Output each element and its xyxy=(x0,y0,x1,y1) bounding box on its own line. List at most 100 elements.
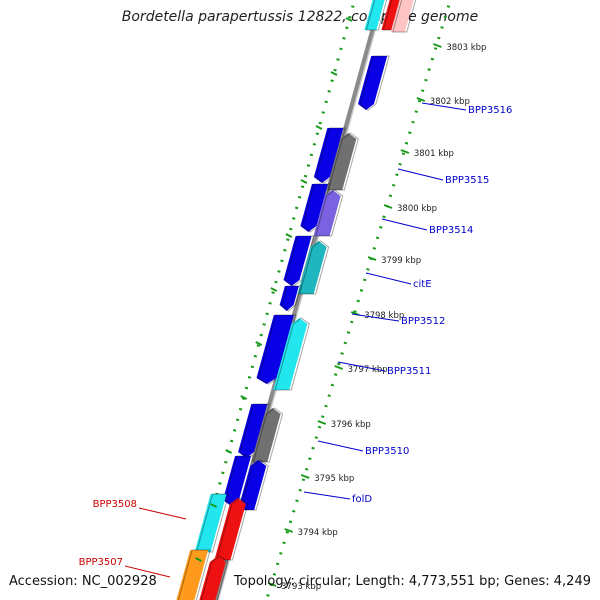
gene-labels-left: BPP3508 BPP3507 xyxy=(79,499,187,578)
gene-bpp3510-edge xyxy=(252,407,284,463)
gene-fold-a-body xyxy=(222,456,252,506)
gene-bpp3515-body xyxy=(326,133,357,190)
accession-label: Accession: NC_002928 xyxy=(9,574,157,589)
gene-top-cyan-edge xyxy=(365,0,388,31)
gene-label-bpp3514: BPP3514 xyxy=(429,225,473,236)
gene-cite-a-edge xyxy=(284,235,315,287)
outer-tick-506 xyxy=(210,503,218,508)
gene-label-bpp3507: BPP3507 xyxy=(79,557,123,568)
kbp-tick-label-3: 3800 kbp xyxy=(397,204,437,214)
gene-bpp3515a-body xyxy=(313,128,344,183)
outer-tick-452 xyxy=(225,449,233,454)
gene-bpp3508-body xyxy=(194,494,227,552)
gene-cite-a-body xyxy=(283,236,312,286)
gene-bpp3507-red-body xyxy=(199,556,226,600)
gene-label-fold: folD xyxy=(352,494,372,505)
kbp-tick-label-10: 3793 kbp xyxy=(281,582,321,592)
gene-top-red-body xyxy=(381,0,400,30)
kbp-tick-mark-1 xyxy=(416,97,426,102)
gene-bpp3511a-edge xyxy=(257,314,297,385)
gene-label-bpp3508: BPP3508 xyxy=(93,499,137,510)
outer-ring-ticks xyxy=(195,17,353,562)
kbp-tick-label-2: 3801 kbp xyxy=(414,149,454,159)
outer-tick-236 xyxy=(285,233,293,238)
gene-label-bpp3515: BPP3515 xyxy=(445,175,489,186)
leader-line-7 xyxy=(303,491,351,500)
gene-bpp3514a-body xyxy=(300,184,328,232)
outer-tick-128 xyxy=(315,125,323,130)
gene-bpp3514a-edge xyxy=(301,183,331,233)
kbp-tick-label-6: 3797 kbp xyxy=(348,365,388,375)
gene-bpp3508-edge xyxy=(195,493,230,553)
gene-bpp3510a-body xyxy=(238,404,268,458)
leader-line-left-1 xyxy=(124,565,171,578)
gene-label-bpp3516: BPP3516 xyxy=(468,105,512,116)
gene-bpp3510-body xyxy=(251,408,281,462)
gene-cite-a xyxy=(283,235,315,287)
kbp-ticks: 3803 kbp 3802 kbp 3801 kbp 3800 kbp 3799 kbp… xyxy=(267,43,486,592)
outer-tick-398 xyxy=(240,395,248,400)
gene-fold-body xyxy=(238,460,267,510)
gene-top-pink xyxy=(390,0,417,33)
kbp-tick-label-1: 3802 kbp xyxy=(430,97,470,107)
kbp-tick-mark-10 xyxy=(267,582,277,587)
gene-bpp3516-body xyxy=(357,56,388,110)
outer-tick-20 xyxy=(345,17,353,22)
leader-line-3 xyxy=(365,272,412,285)
gene-top-pink-body xyxy=(390,0,414,32)
gene-bpp3516-edge xyxy=(359,55,390,111)
kbp-tick-label-5: 3798 kbp xyxy=(364,311,404,321)
outer-tick-290 xyxy=(270,287,278,292)
gene-bpp3508-red-edge xyxy=(215,497,249,561)
gene-bpp3507-body xyxy=(176,550,209,600)
gene-fold-edge xyxy=(239,459,269,511)
gene-bpp3510a xyxy=(238,403,271,459)
kbp-tick-label-7: 3796 kbp xyxy=(331,420,371,430)
kbp-tick-mark-8 xyxy=(300,474,310,479)
gene-top-cyan-body xyxy=(364,0,385,30)
gene-bpp3515a xyxy=(313,127,347,184)
kbp-tick-label-9: 3794 kbp xyxy=(298,528,338,538)
gene-label-cite: citE xyxy=(413,279,432,290)
gene-bpp3507 xyxy=(176,549,211,600)
gene-bpp3507-edge xyxy=(177,549,211,600)
gene-bpp3510a-edge xyxy=(239,403,271,459)
gene-bpp3511a-body xyxy=(256,315,294,384)
kbp-tick-mark-4 xyxy=(367,256,377,261)
gene-cite xyxy=(297,240,330,295)
kbp-tick-label-0: 3803 kbp xyxy=(446,43,486,53)
kbp-tick-mark-0 xyxy=(433,43,442,48)
outer-tick-74 xyxy=(330,71,338,76)
leader-line-5 xyxy=(337,361,386,372)
gene-bpp3507-red xyxy=(199,555,229,600)
gene-top-cyan xyxy=(364,0,388,31)
gene-cite-body xyxy=(297,241,327,294)
kbp-tick-label-4: 3799 kbp xyxy=(381,256,421,266)
leader-line-1 xyxy=(397,168,444,181)
gene-labels-right: BPP3516 BPP3515 BPP3514 citE BPP3512 BPP3511 B… xyxy=(303,102,512,505)
gene-fold xyxy=(238,459,269,511)
gene-bpp3511 xyxy=(273,317,310,391)
gene-bpp3510 xyxy=(251,407,284,463)
kbp-tick-mark-3 xyxy=(383,204,393,209)
gene-bpp3515a-edge xyxy=(315,127,347,184)
gene-label-bpp3511: BPP3511 xyxy=(387,366,431,377)
inner-dotted-ring xyxy=(264,0,453,600)
gene-bpp3512-body xyxy=(279,286,299,311)
outer-tick-560 xyxy=(195,557,202,562)
gene-bpp3514-edge xyxy=(314,189,344,237)
gene-bpp3512 xyxy=(279,285,302,312)
gene-bpp3514 xyxy=(313,189,344,237)
gene-label-bpp3510: BPP3510 xyxy=(365,446,409,457)
gene-bpp3516 xyxy=(357,55,390,111)
gene-cite-edge xyxy=(298,240,330,295)
leader-line-2 xyxy=(381,218,428,231)
kbp-tick-mark-7 xyxy=(317,420,327,425)
gene-bpp3514a xyxy=(300,183,331,233)
kbp-tick-label-8: 3795 kbp xyxy=(314,474,354,484)
gene-bpp3508-red-body xyxy=(214,498,246,560)
outer-tick-344 xyxy=(255,341,263,346)
leader-line-4 xyxy=(351,313,400,322)
gene-bpp3508-red xyxy=(214,497,249,561)
